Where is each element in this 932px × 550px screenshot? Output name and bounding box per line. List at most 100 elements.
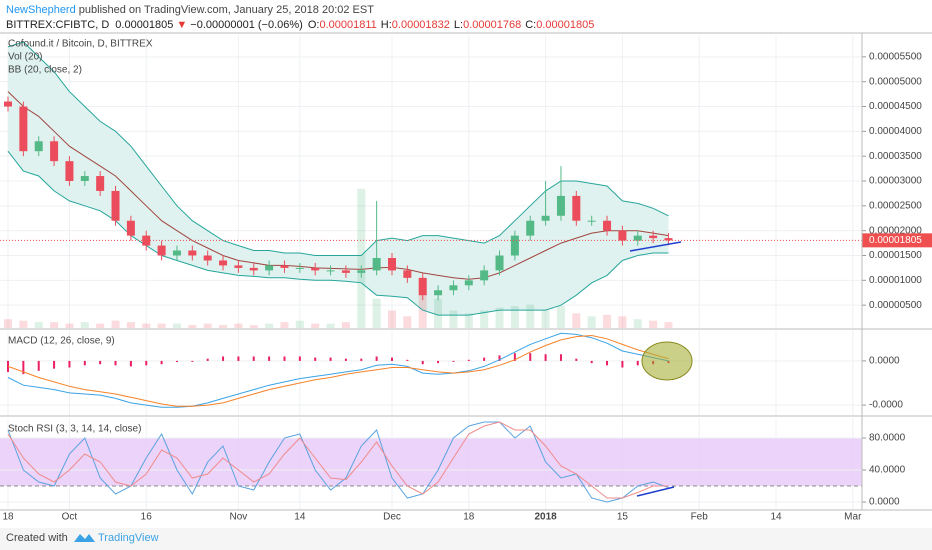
footer-bar [0,528,932,550]
y-tick-label: 0.00004000 [869,126,922,137]
volume-bar [4,319,12,328]
histogram-bar [329,357,332,361]
volume-bar [449,310,458,328]
y-tick-label: 0.00002000 [869,225,922,236]
volume-bar [664,322,673,328]
histogram-bar [421,360,424,365]
header-line: NewShepherd published on TradingView.com… [6,4,374,16]
histogram-bar [621,360,624,368]
candle-body [341,270,350,273]
histogram-bar [513,353,516,361]
y-tick-label: 0.0000 [869,356,900,367]
x-tick-label: 14 [294,512,306,523]
histogram-bar [559,354,562,361]
x-tick-label: Mar [844,512,862,523]
volume-bar [65,323,74,328]
candle-body [126,220,135,236]
candle-body [19,106,28,152]
pane-title: MACD (12, 26, close, 9) [8,336,115,347]
volume-bar [157,323,166,328]
candle-body [157,245,166,256]
x-tick-label: Feb [691,512,709,523]
h-label: H: [381,19,392,31]
volume-bar [341,322,350,328]
histogram-bar [314,357,317,361]
y-tick-label: 40.0000 [869,465,906,476]
y-tick-label: 0.00000500 [869,300,922,311]
x-tick-label: 18 [2,512,14,523]
x-tick-label: 14 [770,512,782,523]
bb-lower [7,150,669,316]
volume-bar [295,320,304,328]
histogram-bar [83,360,86,366]
change: −0.00000001 (−0.06%) [190,19,303,31]
y-tick-label: 0.00005500 [869,51,922,62]
bb-mid [7,91,669,280]
candle-body [111,190,120,221]
histogram-bar [222,356,225,361]
volume-bar [434,298,443,328]
candle-body [403,270,412,278]
x-tick-label: 18 [463,512,475,523]
volume-bar [526,304,535,328]
y-tick-label: 0.00002500 [869,200,922,211]
y-tick-label: 0.00001500 [869,250,922,261]
volume-bar [618,316,627,328]
histogram-bar [606,360,609,366]
logo [74,534,95,542]
histogram-bar [175,360,178,363]
y-tick-label: 0.00003500 [869,151,922,162]
candle-body [618,230,627,241]
l: 0.00001768 [463,19,521,31]
volume-bar [172,323,181,328]
histogram-bar [99,360,102,365]
bb-fill [8,41,669,316]
l-label: L: [454,19,463,31]
histogram-bar [252,356,255,361]
volume-bar [50,322,59,328]
candle-body [80,176,89,182]
x-tick-label: Oct [62,512,78,523]
histogram-bar [53,360,56,369]
pane-title: Cofound.it / Bitcoin, D, BITTREX [8,39,153,50]
candle-body [188,250,197,256]
arrow: ▼ [176,19,187,31]
y-tick-label: 80.0000 [869,433,906,444]
histogram-bar [498,355,501,361]
y-tick-label: 0.00005000 [869,76,922,87]
y-tick-label: 0.00004500 [869,101,922,112]
candle-body [541,215,550,221]
pane-title: Stoch RSI (3, 3, 14, 14, close) [8,424,141,435]
candle-body [96,176,105,191]
stoch-line [7,421,669,499]
macd-line [7,332,669,408]
h: 0.00001832 [392,19,450,31]
histogram-bar [145,360,148,366]
volume-bar [480,310,489,328]
volume-bar [311,323,320,328]
candle-body [249,267,258,271]
volume-bar [372,298,381,328]
y-tick-label: 0.00003000 [869,176,922,187]
o-label: O: [308,19,320,31]
volume-bar [280,322,289,328]
bb-upper [7,41,669,256]
volume-bar [495,307,504,328]
candle-body [664,238,673,241]
last: 0.00001805 [115,19,173,31]
volume-bar [34,322,43,328]
histogram-bar [437,360,440,364]
candle-body [572,195,581,221]
histogram-bar [22,360,25,375]
candle-body [4,101,12,107]
histogram-bar [590,360,593,364]
volume-bar [80,322,89,328]
footer-brand: TradingView [98,532,159,544]
pane-title: Vol (20) [8,52,42,63]
x-tick-label: Nov [230,512,248,523]
candle-body [357,270,366,273]
volume-bar [111,320,120,328]
last-price-label: 0.00001805 [869,235,922,246]
volume-bar [188,325,197,328]
